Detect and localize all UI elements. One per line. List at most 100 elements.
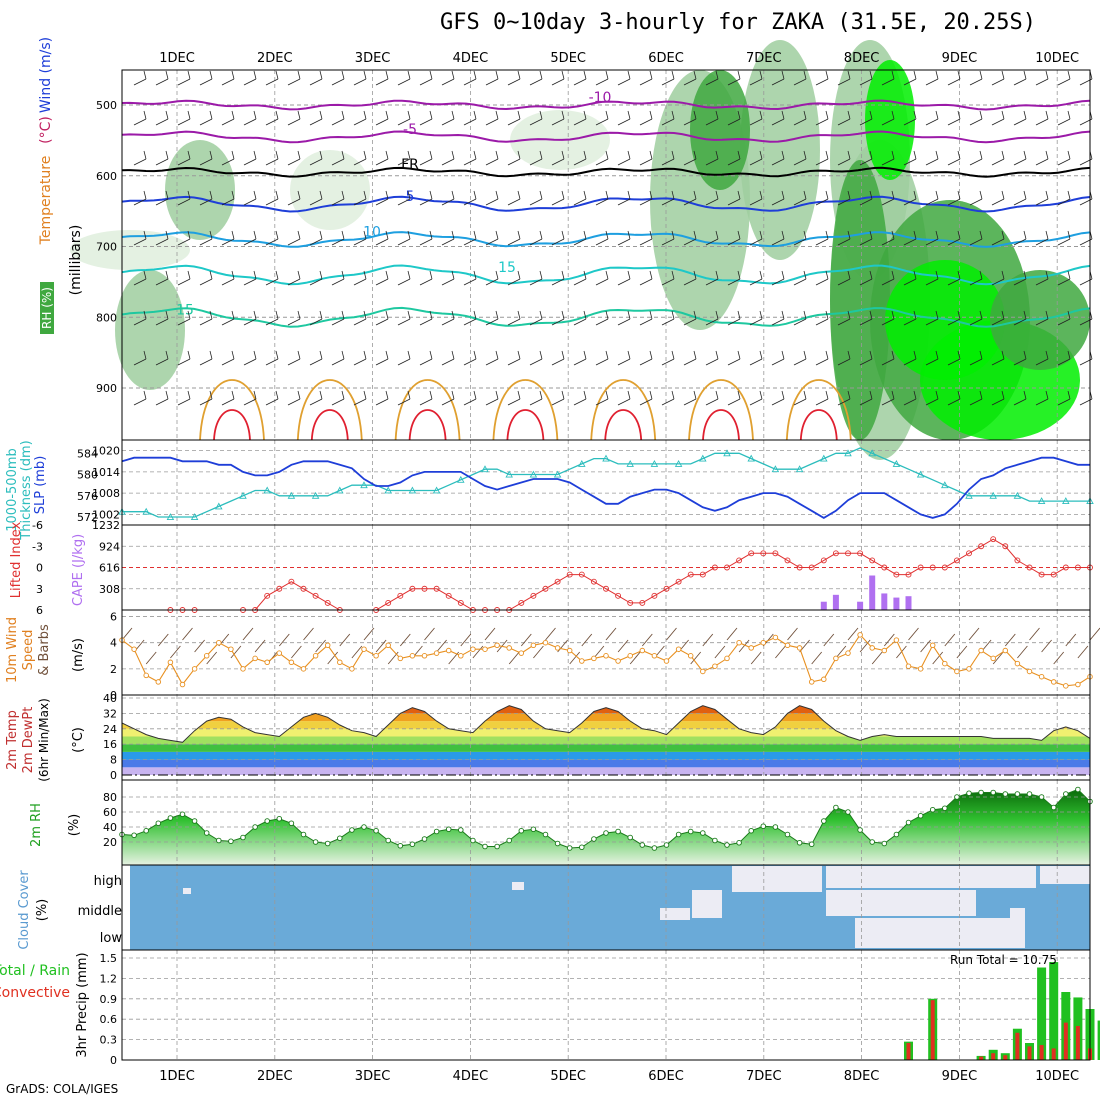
- wind-speed-marker: [228, 646, 234, 652]
- wind-unit-label: (m/s): [71, 638, 86, 672]
- wind-barb-flag: [319, 70, 323, 80]
- thickness-marker: [771, 465, 780, 473]
- wind-barb: [397, 118, 411, 126]
- lifted-index-marker: [615, 592, 622, 599]
- rh-marker: [712, 837, 718, 844]
- wind-barb-flag: [627, 350, 631, 360]
- wind-barb: [485, 238, 499, 246]
- cape-bar: [905, 596, 912, 610]
- thickness-marker: [384, 486, 392, 494]
- wind-speed-marker: [724, 655, 730, 662]
- wind-barb: [925, 78, 939, 86]
- wind-barb-flag: [297, 270, 301, 280]
- wind-barb-flag: [913, 190, 917, 200]
- lifted-index-marker: [385, 599, 392, 606]
- precip-total-label: Total / Rain: [0, 963, 70, 979]
- wind-barb-flag: [1067, 190, 1071, 200]
- wind-barb: [155, 198, 169, 206]
- precip-conv-bar: [930, 1000, 935, 1060]
- wind-barb-flag: [869, 230, 873, 240]
- wind-barb: [353, 158, 367, 166]
- wind-barb: [331, 318, 345, 326]
- precip-conv-bar: [979, 1056, 984, 1060]
- wind-barb: [793, 358, 807, 366]
- wind-barb-flag: [935, 270, 939, 280]
- lifted-index-marker: [421, 585, 428, 592]
- pressure-tick-label: 800: [96, 311, 117, 324]
- wind-barb: [221, 78, 235, 86]
- precip-conv-bar: [1063, 1022, 1068, 1060]
- wind-barb: [507, 358, 521, 366]
- wind-barb: [353, 358, 367, 366]
- wind-barb-flag: [495, 70, 499, 80]
- lifted-index-marker: [820, 557, 827, 564]
- wind-barb: [859, 318, 873, 326]
- temp-band: [122, 728, 1090, 737]
- lifted-index-marker: [929, 564, 936, 571]
- wind-barb: [749, 358, 763, 366]
- cape-tick-label: 1232: [92, 519, 120, 532]
- wind-barb: [1013, 398, 1027, 406]
- wind-barb: [1057, 78, 1071, 86]
- precip-conv-bar: [1003, 1055, 1008, 1060]
- wind-barb: [617, 238, 631, 246]
- wind-speed-marker: [627, 653, 633, 659]
- wind-barb-flag: [209, 230, 213, 240]
- wind-barb-flag: [627, 310, 631, 320]
- thickness-marker: [529, 470, 538, 478]
- wind-barb: [419, 358, 433, 366]
- wind-barb-10m: [787, 627, 798, 641]
- wind-barb: [353, 118, 367, 126]
- wind-barb-flag: [583, 70, 587, 80]
- lifted-tick-label: -6: [32, 519, 43, 532]
- wind-speed-marker: [651, 653, 658, 659]
- wind-barb-flag: [319, 390, 323, 400]
- day-label-bottom: 5DEC: [550, 1069, 586, 1084]
- precip-total-bar: [1049, 962, 1059, 1060]
- wind-barb: [727, 318, 741, 326]
- wind-barb-flag: [539, 310, 543, 320]
- wind-barb-flag: [407, 270, 411, 280]
- wind-barb-flag: [1067, 350, 1071, 360]
- temp-bands: [122, 705, 1090, 775]
- wind-barb-flag: [385, 110, 389, 120]
- wind-barb-flag: [979, 190, 983, 200]
- wind-barb-flag: [913, 70, 917, 80]
- wind-barb-flag: [385, 390, 389, 400]
- wind-barb-flag: [253, 270, 257, 280]
- wind-barb: [375, 278, 389, 286]
- wind-barb-flag: [341, 190, 345, 200]
- chart-title: GFS 0~10day 3-hourly for ZAKA (31.5E, 20…: [440, 10, 1037, 35]
- wind-barb-flag: [913, 150, 917, 160]
- wind-barb: [661, 358, 675, 366]
- wind-barb-flag: [891, 150, 895, 160]
- wind-barb-flag: [429, 150, 433, 160]
- lifted-index-marker: [409, 585, 416, 592]
- wind-barb-10m: [859, 639, 871, 653]
- precip-conv-label: Convective: [0, 985, 70, 1001]
- wind-barb-flag: [1067, 390, 1071, 400]
- wind-barb-10m: [327, 651, 339, 665]
- wind-barb: [529, 398, 543, 406]
- wind-barb: [771, 158, 785, 166]
- isotherm-line: [121, 99, 1091, 111]
- temp-label-2: 2m DewPt: [21, 707, 36, 774]
- wind-barb-flag: [737, 310, 741, 320]
- wind-barb: [859, 238, 873, 246]
- wind-barb-flag: [583, 150, 587, 160]
- wind-speed-marker: [179, 681, 186, 688]
- wind-speed-marker: [240, 666, 246, 672]
- wind-barb: [177, 198, 191, 206]
- wind-barb: [155, 318, 169, 326]
- thickness-marker: [892, 459, 901, 467]
- wind-barb: [925, 158, 939, 166]
- isotherm-line: [121, 231, 1091, 248]
- wind-barb: [221, 358, 235, 366]
- wind-barb-flag: [341, 70, 345, 80]
- wind-barb-flag: [671, 150, 675, 160]
- wind-barb-flag: [231, 70, 235, 80]
- wind-barb-flag: [715, 230, 719, 240]
- lifted-index-marker: [1074, 564, 1081, 571]
- lifted-index-marker: [845, 550, 851, 557]
- wind-barb-flag: [737, 230, 741, 240]
